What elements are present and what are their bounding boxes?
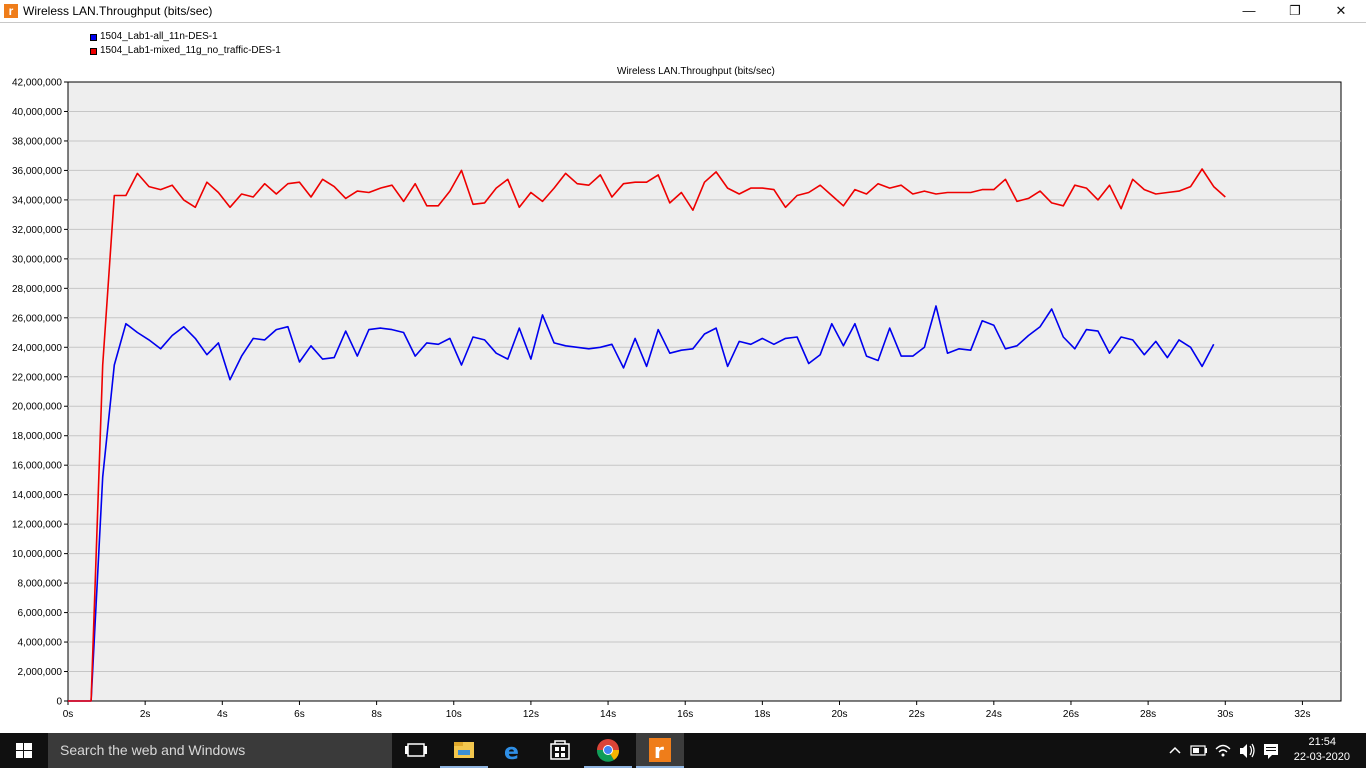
- wifi-icon[interactable]: [1211, 733, 1235, 768]
- y-tick-label: 26,000,000: [12, 313, 62, 324]
- chart: 0 2,000,000 4,000,000 6,000,000 8,000,000 10,…: [12, 78, 1342, 720]
- chart-title: Wireless LAN.Throughput (bits/sec): [617, 66, 775, 77]
- x-tick-label: 22s: [909, 709, 925, 720]
- x-tick-label: 26s: [1063, 709, 1079, 720]
- grid: [68, 110, 1341, 673]
- series-line-2: [68, 168, 1226, 702]
- y-tick-label: 6,000,000: [18, 608, 63, 619]
- x-tick-label: 18s: [754, 709, 770, 720]
- store-icon[interactable]: [536, 733, 584, 768]
- clock-date[interactable]: 22-03-2020: [1293, 751, 1350, 763]
- x-tick-label: 10s: [446, 709, 462, 720]
- x-axis: 0s 2s 4s 6s 8s 10s 12s 14s 16s 18s 20s 22s 24s 26s 28s…: [63, 701, 1310, 720]
- y-tick-label: 18,000,000: [12, 431, 62, 442]
- app-icon: r: [4, 4, 18, 18]
- plot-area: [67, 81, 1342, 702]
- close-button[interactable]: ✕: [1335, 3, 1347, 18]
- y-tick-label: 2,000,000: [18, 667, 63, 678]
- x-tick-label: 4s: [217, 709, 228, 720]
- riverbed-app-icon[interactable]: r: [636, 733, 684, 768]
- y-tick-label: 24,000,000: [12, 343, 62, 354]
- clock-time[interactable]: 21:54: [1308, 736, 1336, 748]
- taskbar: Search the web and Windows e r 21:54 22-…: [0, 733, 1366, 768]
- start-button[interactable]: [0, 733, 48, 768]
- minimize-button[interactable]: —: [1242, 3, 1256, 18]
- series-lines: [68, 168, 1226, 702]
- maximize-button[interactable]: ❐: [1289, 3, 1301, 18]
- show-hidden-icons-icon[interactable]: [1163, 733, 1187, 768]
- volume-icon[interactable]: [1235, 733, 1259, 768]
- y-tick-label: 8,000,000: [18, 579, 63, 590]
- y-tick-label: 20,000,000: [12, 402, 62, 413]
- x-tick-label: 24s: [986, 709, 1002, 720]
- svg-text:r: r: [654, 739, 664, 763]
- window-title: Wireless LAN.Throughput (bits/sec): [23, 4, 213, 18]
- x-tick-label: 20s: [831, 709, 847, 720]
- y-tick-label: 0: [56, 697, 62, 708]
- y-tick-label: 4,000,000: [18, 638, 63, 649]
- svg-text:e: e: [504, 740, 519, 765]
- y-tick-label: 22,000,000: [12, 372, 62, 383]
- x-tick-label: 12s: [523, 709, 539, 720]
- window-title-bar: r Wireless LAN.Throughput (bits/sec) — ❐…: [0, 0, 1366, 22]
- battery-icon[interactable]: [1187, 733, 1211, 768]
- legend-swatch-series-1: [90, 34, 97, 41]
- x-tick-label: 6s: [294, 709, 305, 720]
- y-tick-label: 30,000,000: [12, 254, 62, 265]
- y-tick-label: 36,000,000: [12, 166, 62, 177]
- y-tick-label: 34,000,000: [12, 195, 62, 206]
- y-axis: 0 2,000,000 4,000,000 6,000,000 8,000,000 10,…: [12, 78, 68, 708]
- x-tick-label: 32s: [1294, 709, 1310, 720]
- search-input[interactable]: Search the web and Windows: [48, 733, 392, 768]
- series-line-1: [68, 305, 1215, 702]
- y-tick-label: 28,000,000: [12, 284, 62, 295]
- x-tick-label: 14s: [600, 709, 616, 720]
- y-tick-label: 38,000,000: [12, 136, 62, 147]
- x-tick-label: 0s: [63, 709, 74, 720]
- y-tick-label: 40,000,000: [12, 107, 62, 118]
- x-tick-label: 30s: [1217, 709, 1233, 720]
- chart-panel: 1504_Lab1-all_11n-DES-1 1504_Lab1-mixed_…: [0, 22, 1366, 733]
- x-tick-label: 28s: [1140, 709, 1156, 720]
- x-tick-label: 2s: [140, 709, 151, 720]
- y-tick-label: 32,000,000: [12, 225, 62, 236]
- search-placeholder: Search the web and Windows: [60, 742, 246, 758]
- chrome-icon[interactable]: [584, 733, 632, 768]
- x-tick-label: 8s: [371, 709, 382, 720]
- legend-swatch-series-2: [90, 48, 97, 55]
- y-tick-label: 12,000,000: [12, 520, 62, 531]
- y-tick-label: 42,000,000: [12, 78, 62, 89]
- y-tick-label: 10,000,000: [12, 549, 62, 560]
- y-tick-label: 16,000,000: [12, 461, 62, 472]
- legend-label-series-2: 1504_Lab1-mixed_11g_no_traffic-DES-1: [100, 45, 281, 56]
- x-tick-label: 16s: [677, 709, 693, 720]
- windows-logo-icon: [16, 743, 32, 758]
- task-view-icon[interactable]: [392, 733, 440, 768]
- file-explorer-icon[interactable]: [440, 733, 488, 768]
- action-center-icon[interactable]: [1259, 733, 1283, 768]
- legend-label-series-1: 1504_Lab1-all_11n-DES-1: [100, 31, 218, 42]
- edge-icon[interactable]: e: [488, 733, 536, 768]
- y-tick-label: 14,000,000: [12, 490, 62, 501]
